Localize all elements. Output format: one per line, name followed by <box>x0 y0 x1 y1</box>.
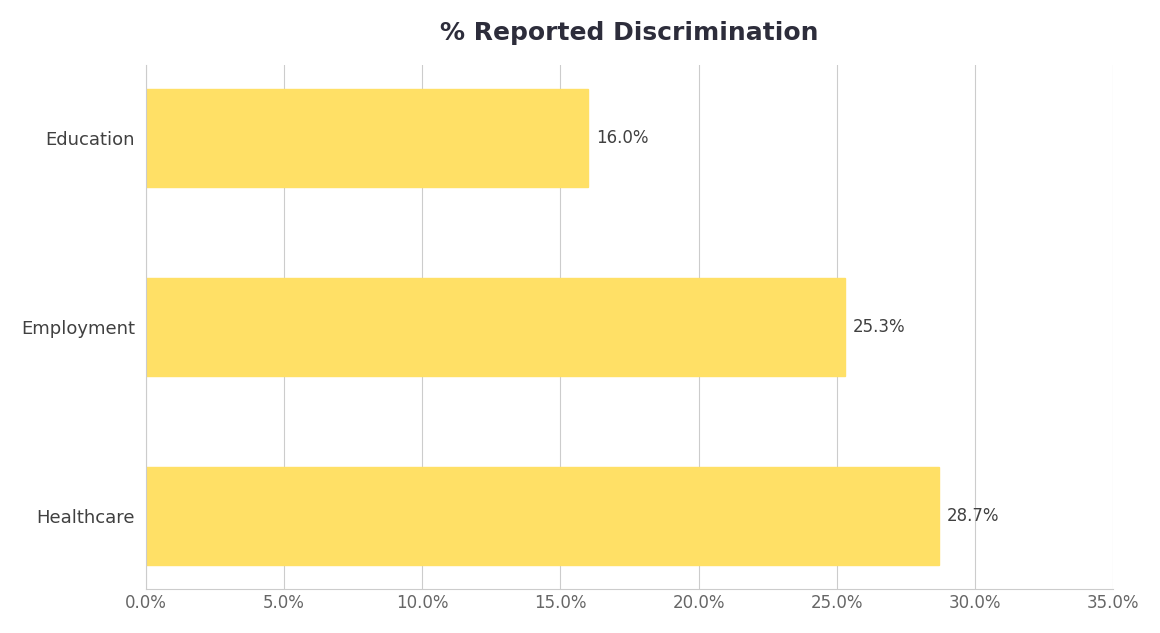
Text: 25.3%: 25.3% <box>854 318 906 336</box>
Text: 28.7%: 28.7% <box>948 507 1000 525</box>
Text: 16.0%: 16.0% <box>596 129 648 147</box>
Bar <box>146 89 588 187</box>
Bar <box>146 467 938 565</box>
Bar <box>146 278 844 376</box>
Title: % Reported Discrimination: % Reported Discrimination <box>440 21 819 45</box>
